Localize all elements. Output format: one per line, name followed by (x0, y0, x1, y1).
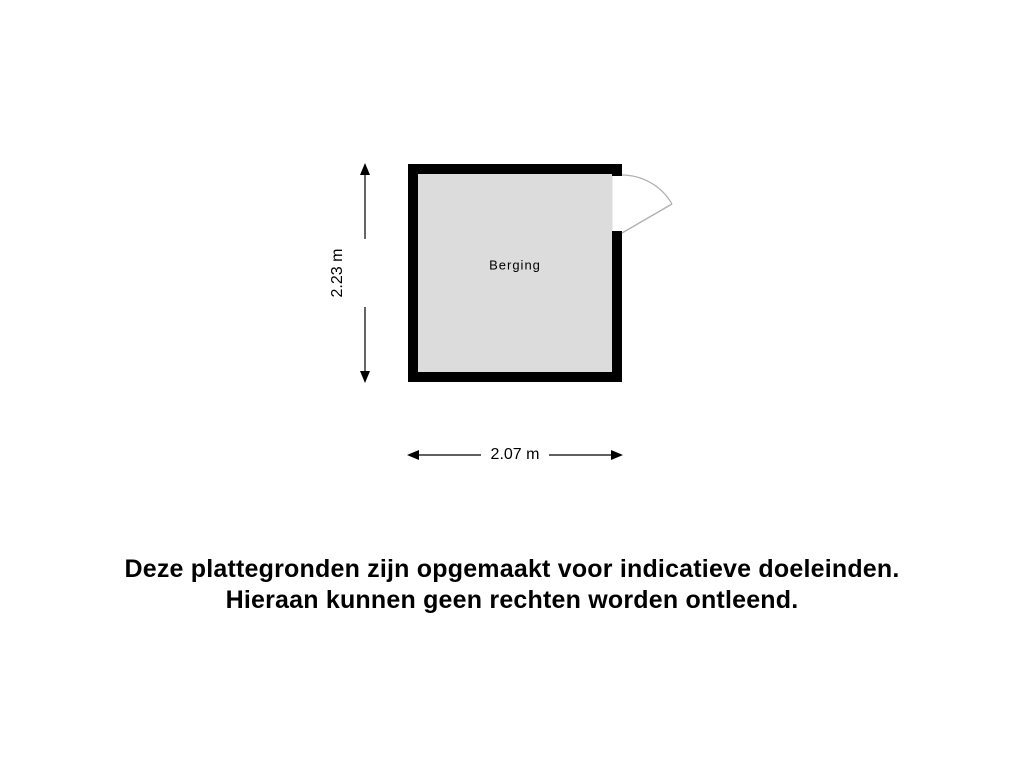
wall-bottom (408, 372, 622, 382)
wall-left (408, 164, 418, 382)
disclaimer-line2: Hieraan kunnen geen rechten worden ontle… (226, 586, 799, 614)
wall-right-lower (612, 233, 622, 382)
door-leaf (622, 204, 672, 233)
door-jamb-top (612, 173, 622, 176)
dim-h-arrow-right (611, 450, 623, 460)
room-label: Berging (489, 258, 541, 273)
disclaimer-line1: Deze plattegronden zijn opgemaakt voor i… (124, 555, 899, 583)
room-fill (418, 174, 612, 372)
door-jamb-bottom (612, 231, 622, 234)
dim-horizontal-label: 2.07 m (491, 446, 540, 464)
door-arc (622, 175, 672, 204)
disclaimer-text: Deze plattegronden zijn opgemaakt voor i… (0, 554, 1024, 617)
dim-v-arrow-top (360, 163, 370, 175)
dim-vertical-label: 2.23 m (329, 249, 347, 298)
floorplan-svg (0, 0, 1024, 768)
dim-h-arrow-left (407, 450, 419, 460)
floorplan-stage: Berging 2.23 m 2.07 m Deze plattegronden… (0, 0, 1024, 768)
wall-top (408, 164, 622, 174)
dim-v-arrow-bot (360, 371, 370, 383)
